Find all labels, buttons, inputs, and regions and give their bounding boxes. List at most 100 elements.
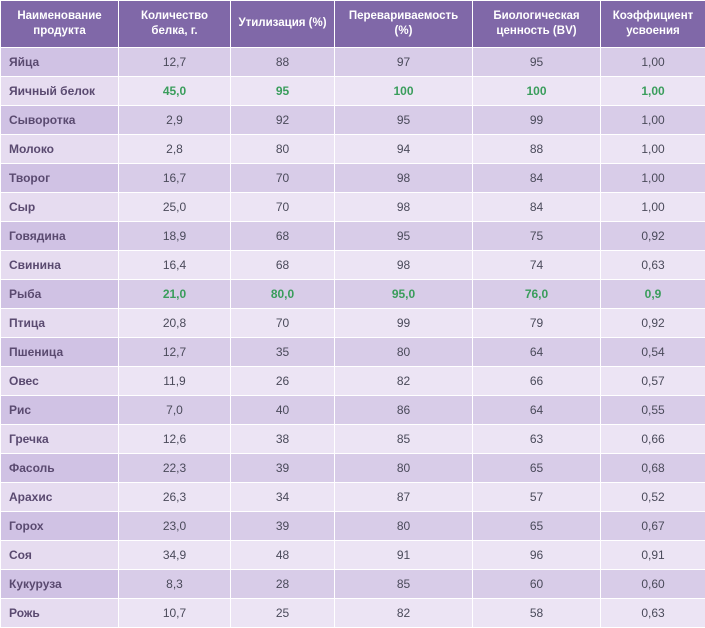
cell-value: 0,52 bbox=[601, 482, 705, 511]
cell-value: 28 bbox=[231, 569, 335, 598]
table-row: Кукуруза8,32885600,60 bbox=[1, 569, 705, 598]
cell-value: 97 bbox=[335, 47, 473, 76]
cell-value: 0,55 bbox=[601, 395, 705, 424]
table-row: Гречка12,63885630,66 bbox=[1, 424, 705, 453]
cell-value: 25,0 bbox=[119, 192, 231, 221]
cell-value: 0,92 bbox=[601, 308, 705, 337]
cell-value: 98 bbox=[335, 192, 473, 221]
cell-value: 1,00 bbox=[601, 163, 705, 192]
table-body: Яйца12,78897951,00Яичный белок45,0951001… bbox=[1, 47, 705, 627]
cell-product-name: Яичный белок bbox=[1, 76, 119, 105]
cell-value: 94 bbox=[335, 134, 473, 163]
cell-value: 11,9 bbox=[119, 366, 231, 395]
protein-table: Наименование продукта Количество белка, … bbox=[0, 0, 705, 628]
cell-product-name: Молоко bbox=[1, 134, 119, 163]
table-row: Пшеница12,73580640,54 bbox=[1, 337, 705, 366]
cell-value: 40 bbox=[231, 395, 335, 424]
cell-value: 70 bbox=[231, 192, 335, 221]
table-row: Яйца12,78897951,00 bbox=[1, 47, 705, 76]
cell-value: 68 bbox=[231, 250, 335, 279]
cell-value: 12,7 bbox=[119, 47, 231, 76]
cell-product-name: Кукуруза bbox=[1, 569, 119, 598]
table-row: Рис7,04086640,55 bbox=[1, 395, 705, 424]
table-row: Фасоль22,33980650,68 bbox=[1, 453, 705, 482]
cell-value: 26 bbox=[231, 366, 335, 395]
cell-value: 16,4 bbox=[119, 250, 231, 279]
col-header-bv: Биологическая ценность (BV) bbox=[473, 1, 601, 48]
cell-value: 25 bbox=[231, 598, 335, 627]
cell-value: 8,3 bbox=[119, 569, 231, 598]
cell-value: 80 bbox=[335, 511, 473, 540]
table-row: Арахис26,33487570,52 bbox=[1, 482, 705, 511]
cell-value: 20,8 bbox=[119, 308, 231, 337]
cell-value: 92 bbox=[231, 105, 335, 134]
cell-value: 0,92 bbox=[601, 221, 705, 250]
cell-product-name: Творог bbox=[1, 163, 119, 192]
cell-value: 0,66 bbox=[601, 424, 705, 453]
cell-value: 21,0 bbox=[119, 279, 231, 308]
cell-product-name: Фасоль bbox=[1, 453, 119, 482]
col-header-digestibility: Перевариваемость (%) bbox=[335, 1, 473, 48]
cell-product-name: Птица bbox=[1, 308, 119, 337]
table-row: Птица20,87099790,92 bbox=[1, 308, 705, 337]
table-row: Рыба21,080,095,076,00,9 bbox=[1, 279, 705, 308]
cell-value: 64 bbox=[473, 337, 601, 366]
col-header-utilization: Утилизация (%) bbox=[231, 1, 335, 48]
table-row: Рожь10,72582580,63 bbox=[1, 598, 705, 627]
cell-value: 16,7 bbox=[119, 163, 231, 192]
cell-value: 70 bbox=[231, 308, 335, 337]
cell-value: 96 bbox=[473, 540, 601, 569]
cell-value: 86 bbox=[335, 395, 473, 424]
cell-value: 99 bbox=[335, 308, 473, 337]
cell-value: 80 bbox=[231, 134, 335, 163]
cell-value: 22,3 bbox=[119, 453, 231, 482]
table-row: Сыворотка2,99295991,00 bbox=[1, 105, 705, 134]
table-header-row: Наименование продукта Количество белка, … bbox=[1, 1, 705, 48]
table-row: Яичный белок45,0951001001,00 bbox=[1, 76, 705, 105]
cell-value: 63 bbox=[473, 424, 601, 453]
cell-value: 48 bbox=[231, 540, 335, 569]
table-row: Овес11,92682660,57 bbox=[1, 366, 705, 395]
cell-value: 0,63 bbox=[601, 250, 705, 279]
cell-product-name: Горох bbox=[1, 511, 119, 540]
cell-value: 80 bbox=[335, 337, 473, 366]
cell-value: 99 bbox=[473, 105, 601, 134]
cell-value: 87 bbox=[335, 482, 473, 511]
cell-value: 2,8 bbox=[119, 134, 231, 163]
cell-value: 60 bbox=[473, 569, 601, 598]
cell-value: 95 bbox=[335, 105, 473, 134]
cell-value: 85 bbox=[335, 424, 473, 453]
cell-value: 12,6 bbox=[119, 424, 231, 453]
cell-value: 2,9 bbox=[119, 105, 231, 134]
cell-product-name: Гречка bbox=[1, 424, 119, 453]
cell-value: 23,0 bbox=[119, 511, 231, 540]
table-row: Творог16,77098841,00 bbox=[1, 163, 705, 192]
cell-product-name: Пшеница bbox=[1, 337, 119, 366]
cell-product-name: Свинина bbox=[1, 250, 119, 279]
cell-value: 0,9 bbox=[601, 279, 705, 308]
cell-value: 85 bbox=[335, 569, 473, 598]
col-header-coefficient: Коэффициент усвоения bbox=[601, 1, 705, 48]
table-row: Говядина18,96895750,92 bbox=[1, 221, 705, 250]
table-row: Свинина16,46898740,63 bbox=[1, 250, 705, 279]
cell-value: 65 bbox=[473, 511, 601, 540]
cell-value: 82 bbox=[335, 366, 473, 395]
cell-value: 0,57 bbox=[601, 366, 705, 395]
cell-product-name: Соя bbox=[1, 540, 119, 569]
cell-value: 64 bbox=[473, 395, 601, 424]
cell-product-name: Яйца bbox=[1, 47, 119, 76]
cell-value: 95 bbox=[335, 221, 473, 250]
cell-value: 1,00 bbox=[601, 76, 705, 105]
cell-value: 65 bbox=[473, 453, 601, 482]
cell-value: 45,0 bbox=[119, 76, 231, 105]
cell-product-name: Рис bbox=[1, 395, 119, 424]
cell-value: 34,9 bbox=[119, 540, 231, 569]
cell-value: 68 bbox=[231, 221, 335, 250]
cell-value: 95 bbox=[231, 76, 335, 105]
cell-value: 70 bbox=[231, 163, 335, 192]
cell-product-name: Арахис bbox=[1, 482, 119, 511]
cell-value: 88 bbox=[231, 47, 335, 76]
table-row: Горох23,03980650,67 bbox=[1, 511, 705, 540]
cell-value: 1,00 bbox=[601, 134, 705, 163]
cell-value: 12,7 bbox=[119, 337, 231, 366]
